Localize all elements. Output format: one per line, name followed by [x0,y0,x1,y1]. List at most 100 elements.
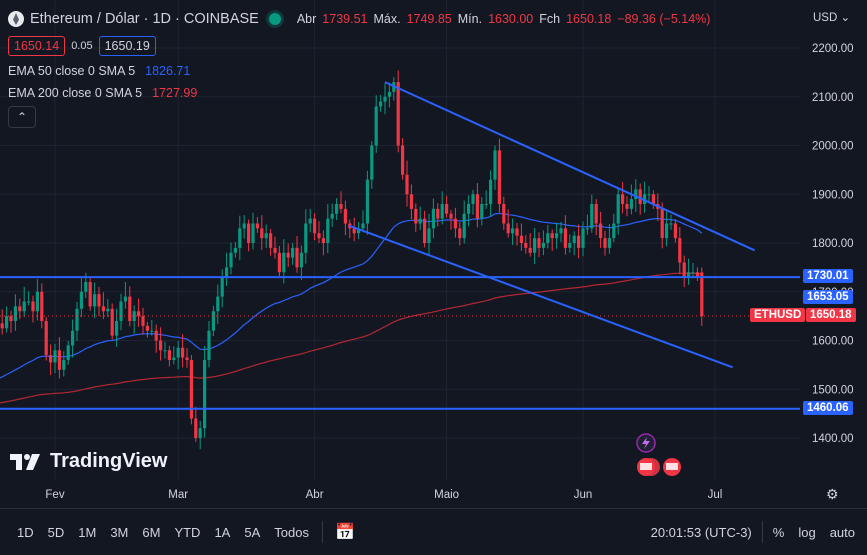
candle-body[interactable] [5,316,9,329]
candle-body[interactable] [251,223,255,244]
candle-body[interactable] [110,308,114,336]
candle-body[interactable] [414,208,418,224]
range-6m[interactable]: 6M [142,524,161,540]
candle-body[interactable] [317,233,321,239]
candle-body[interactable] [141,316,145,326]
candle-body[interactable] [484,204,488,205]
candle-body[interactable] [563,228,567,248]
candle-body[interactable] [453,218,457,229]
candle-body[interactable] [370,145,374,180]
candle-body[interactable] [660,208,664,239]
candle-body[interactable] [66,345,70,360]
candle-body[interactable] [638,189,642,204]
candle-body[interactable] [475,194,479,219]
candle-body[interactable] [123,296,127,302]
candle-body[interactable] [335,204,339,214]
settings-gear-icon[interactable]: ⚙ [826,486,839,502]
candle-body[interactable] [233,247,237,253]
candle-body[interactable] [159,340,163,351]
candle-body[interactable] [163,350,167,352]
candle-body[interactable] [53,350,57,363]
candle-body[interactable] [365,179,369,224]
candle-body[interactable] [88,282,92,307]
sell-button[interactable]: 1650.14 [8,36,66,56]
candle-body[interactable] [185,357,189,360]
candle-body[interactable] [352,228,356,234]
range-1m[interactable]: 1M [78,524,97,540]
candle-body[interactable] [647,194,651,196]
candle-body[interactable] [35,291,39,312]
candle-body[interactable] [559,228,563,234]
candle-body[interactable] [581,228,585,248]
candle-body[interactable] [189,360,193,419]
candle-body[interactable] [462,213,466,239]
candle-body[interactable] [533,238,537,253]
candle-body[interactable] [154,330,158,341]
candle-body[interactable] [295,247,299,268]
candle-body[interactable] [524,243,528,248]
candle-body[interactable] [590,204,594,229]
candles[interactable] [0,70,704,450]
candle-body[interactable] [286,252,290,258]
candle-body[interactable] [458,228,462,239]
candle-body[interactable] [321,238,325,243]
log-toggle[interactable]: log [798,524,816,540]
candle-body[interactable] [132,311,136,321]
candle-body[interactable] [594,204,598,224]
candle-body[interactable] [225,267,229,278]
candle-body[interactable] [13,306,17,321]
candle-body[interactable] [625,204,629,209]
candle-body[interactable] [198,428,202,438]
range-5d[interactable]: 5D [47,524,65,540]
candle-body[interactable] [577,235,581,248]
candle-body[interactable] [669,223,673,225]
candle-body[interactable] [79,291,83,309]
candle-body[interactable] [304,223,308,253]
candle-body[interactable] [269,233,273,248]
candle-body[interactable] [106,308,110,312]
range-ytd[interactable]: YTD [174,524,201,540]
candle-body[interactable] [423,218,427,243]
candle-body[interactable] [673,223,677,239]
candle-body[interactable] [682,262,686,278]
candle-body[interactable] [207,330,211,360]
candle-body[interactable] [326,218,330,243]
candle-body[interactable] [480,204,484,219]
candle-body[interactable] [418,218,422,224]
candle-body[interactable] [427,228,431,243]
candle-body[interactable] [97,294,101,307]
currency-selector[interactable]: USD ⌄ [813,10,850,24]
candle-body[interactable] [493,150,497,180]
range-todos[interactable]: Todos [274,524,309,540]
candle-body[interactable] [691,272,695,274]
time-axis[interactable]: Fev Mar Abr Maio Jun Jul [45,489,722,501]
candle-body[interactable] [137,311,141,317]
candle-body[interactable] [440,204,444,219]
candle-body[interactable] [687,272,691,278]
candle-body[interactable] [299,252,303,268]
candle-body[interactable] [409,194,413,209]
candle-body[interactable] [379,101,383,107]
ema50-label[interactable]: EMA 50 close 0 SMA 5 [8,64,136,78]
event-markers[interactable] [634,433,684,479]
candle-body[interactable] [695,272,699,278]
candle-body[interactable] [651,194,655,204]
candle-body[interactable] [401,145,405,175]
candle-body[interactable] [445,204,449,214]
candle-body[interactable] [229,252,233,268]
candle-body[interactable] [260,228,264,239]
range-3m[interactable]: 3M [110,524,129,540]
candle-body[interactable] [572,235,576,243]
candle-body[interactable] [101,306,105,312]
candle-body[interactable] [282,252,286,273]
trend-line-upper-channel[interactable] [384,81,756,252]
candle-body[interactable] [489,179,493,204]
candle-body[interactable] [555,233,559,239]
candle-body[interactable] [308,218,312,224]
range-1d[interactable]: 1D [17,524,34,540]
candle-body[interactable] [550,233,554,239]
candle-body[interactable] [57,350,61,370]
candle-body[interactable] [273,247,277,253]
candle-body[interactable] [313,218,317,234]
